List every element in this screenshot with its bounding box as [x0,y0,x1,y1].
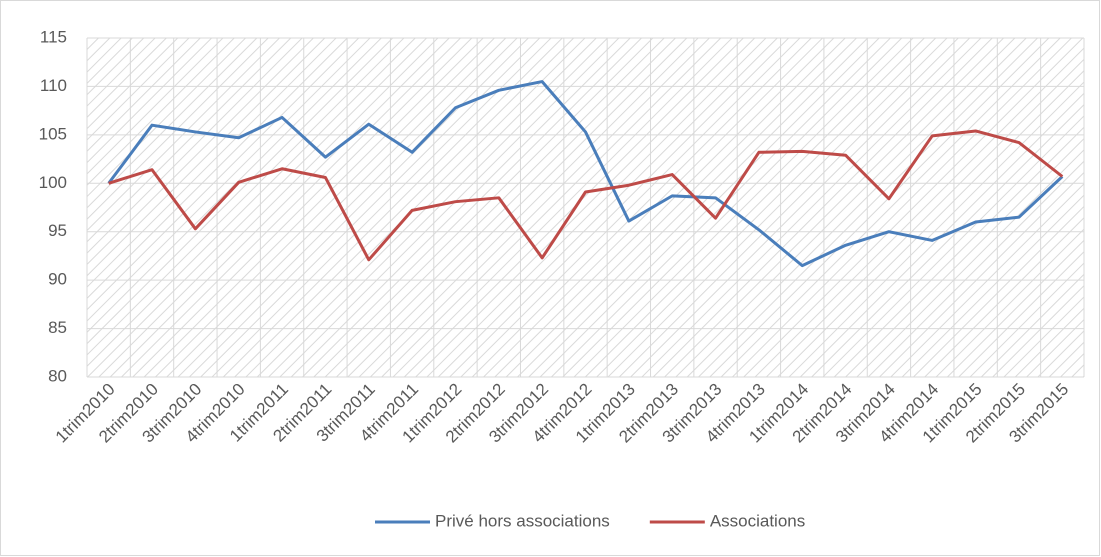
y-tick-label: 90 [48,270,67,289]
y-tick-label: 80 [48,366,67,385]
plot-area [87,38,1084,377]
series-line [107,80,1064,268]
legend-label: Associations [710,511,805,530]
y-tick-label: 115 [40,27,67,46]
y-tick-label: 100 [39,173,67,192]
legend-label: Privé hors associations [435,511,610,530]
y-tick-label: 95 [48,221,67,240]
y-tick-label: 110 [40,76,67,95]
y-tick-label: 105 [39,124,67,143]
series-line [108,129,1064,262]
y-tick-label: 85 [48,318,67,337]
